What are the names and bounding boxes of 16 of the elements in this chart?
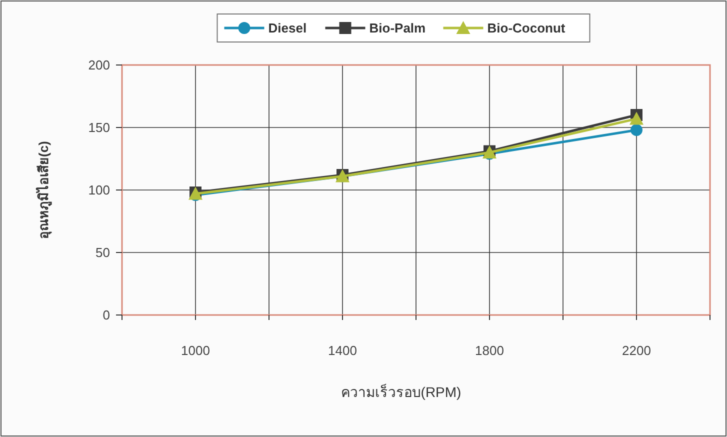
x-tick-label: 2200 [622,343,651,358]
y-tick-label: 0 [102,308,110,323]
point [630,112,644,125]
y-tick-label: 150 [88,120,110,136]
y-tick-label: 100 [88,182,110,198]
legend-label: Bio-Palm [369,20,426,36]
legend-label: Bio-Coconut [487,20,566,36]
y-axis-title: อุณหภูมิไอเสีย(c) [35,141,52,239]
legend-label: Diesel [268,20,307,36]
x-tick-label: 1800 [475,343,504,358]
x-tick-label: 1400 [328,343,357,358]
y-tick-label: 200 [88,58,110,73]
x-axis-title: ความเร็วรอบ(RPM) [340,383,462,400]
x-tick-label: 1000 [181,343,210,358]
y-tick-label: 50 [96,245,110,260]
point [630,124,642,136]
